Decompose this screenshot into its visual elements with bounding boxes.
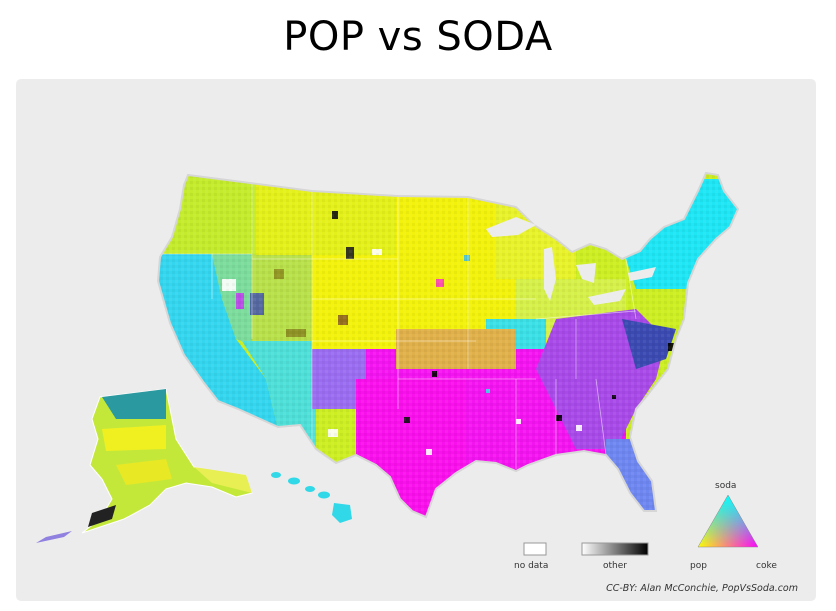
credit-text: CC-BY: Alan McConchie, PopVsSoda.com	[606, 583, 798, 594]
map-title: POP vs SODA	[283, 14, 553, 60]
legend-other-swatch	[581, 542, 649, 556]
alaska-map	[36, 388, 253, 543]
great-lakes	[486, 217, 656, 305]
legend-soda-label: soda	[715, 481, 737, 491]
legend-other-label: other	[603, 561, 627, 571]
legend-triangle	[697, 494, 759, 548]
legend-no-data-label: no data	[514, 561, 549, 571]
map-canvas	[36, 171, 759, 556]
contiguous-us-map	[156, 171, 740, 519]
legend-coke-label: coke	[756, 561, 777, 571]
legend-pop-label: pop	[690, 561, 707, 571]
hawaii-map	[271, 472, 352, 523]
map-panel: no data other soda pop coke CC-BY: Alan …	[16, 79, 816, 601]
legend-no-data-swatch	[523, 542, 547, 556]
